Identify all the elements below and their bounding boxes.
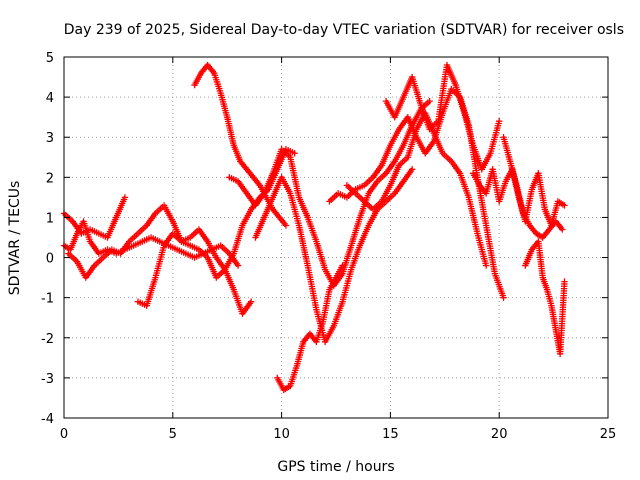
data-point [496,117,503,125]
data-point [121,194,129,201]
axis-layer: 0 5 10 15 20 25 -4 -3 -2 -1 0 1 2 3 4 5 [41,51,616,442]
data-point [561,202,568,209]
series-s8 [274,262,346,394]
data-layer [60,61,568,394]
data-point [247,298,255,305]
y-tick-label: -3 [41,372,54,387]
y-tick-label: 3 [46,131,54,146]
y-tick-label: 0 [46,252,54,267]
data-point [559,226,566,233]
y-tick-label: 2 [46,171,54,186]
data-point [339,262,346,269]
data-point [291,150,298,157]
data-point [426,97,433,105]
series-s3 [65,202,255,317]
chart-title: Day 239 of 2025, Sidereal Day-to-day VTE… [64,22,624,38]
data-point [482,262,490,269]
grid-layer [64,57,608,418]
data-point [500,294,507,301]
x-tick-label: 20 [491,427,508,442]
series-s11 [382,61,503,173]
x-tick-label: 0 [60,427,68,442]
series-s14 [522,238,568,358]
y-tick-label: -2 [41,332,54,347]
series-s7 [252,166,416,345]
y-tick-label: 1 [46,211,54,226]
x-axis-label: GPS time / hours [277,459,394,475]
data-point [408,166,416,173]
data-point [234,262,242,269]
y-tick-label: -1 [41,292,54,307]
series-s4 [134,146,298,309]
x-tick-label: 5 [169,427,177,442]
x-tick-label: 25 [600,427,617,442]
y-tick-label: -4 [41,412,54,427]
y-tick-label: 5 [46,51,54,66]
plot-frame [63,56,609,419]
data-point [561,278,568,285]
y-tick-label: 4 [46,91,54,106]
series-s10 [343,109,490,269]
series-s13 [500,134,566,241]
y-axis-label: SDTVAR / TECUs [7,181,23,296]
x-tick-label: 15 [382,427,399,442]
x-tick-label: 10 [273,427,290,442]
data-point [282,222,290,229]
